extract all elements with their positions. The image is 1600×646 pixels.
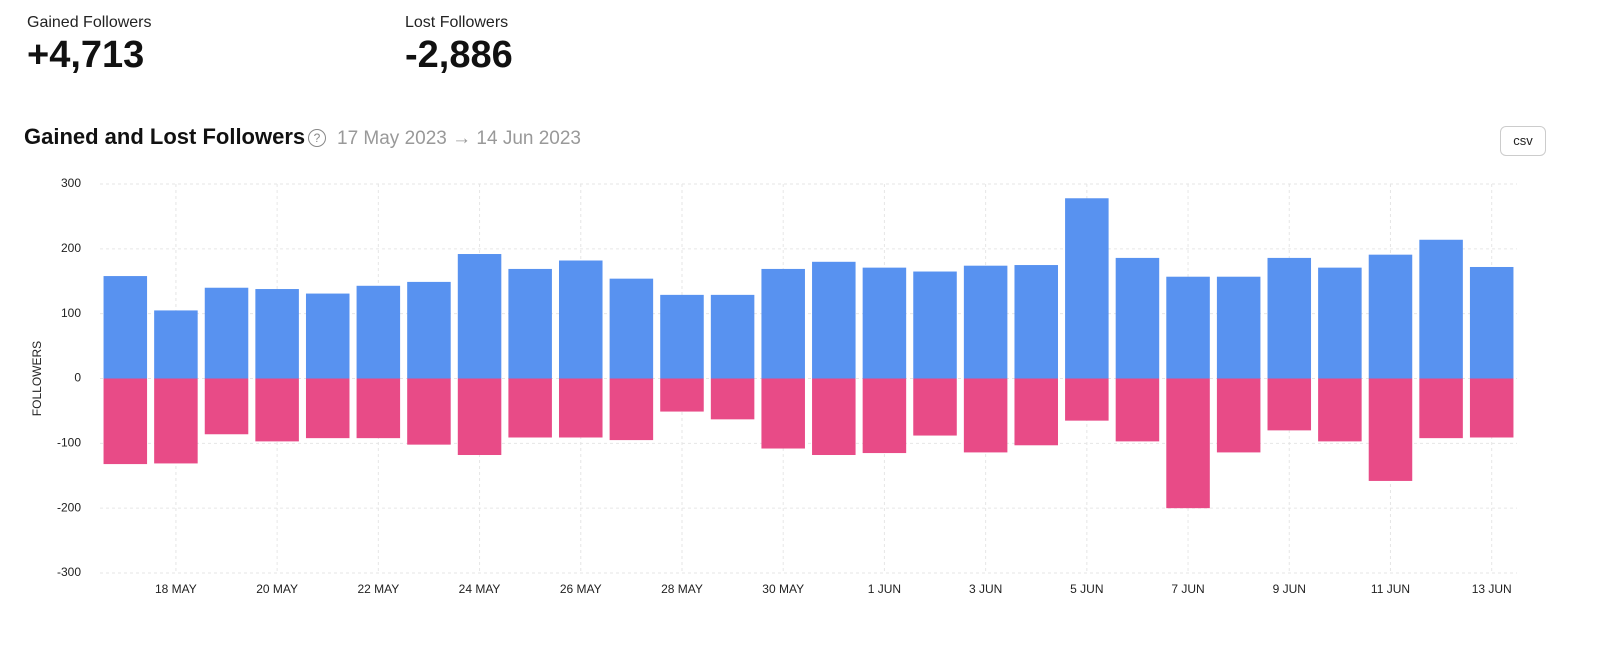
y-tick-label: 0 — [74, 371, 81, 385]
y-tick-label: 100 — [61, 306, 81, 320]
stat-label: Gained Followers — [27, 14, 152, 31]
x-tick-label: 22 MAY — [357, 582, 399, 596]
bar — [457, 254, 502, 379]
y-tick-label: -300 — [57, 565, 81, 579]
bar — [154, 378, 198, 464]
bar — [407, 281, 451, 379]
bar — [913, 378, 957, 436]
x-tick-label: 1 JUN — [868, 582, 901, 596]
y-tick-label: 300 — [61, 176, 81, 190]
bar — [963, 265, 1008, 379]
bar — [204, 378, 249, 435]
bar — [457, 378, 502, 456]
x-tick-label: 20 MAY — [256, 582, 298, 596]
help-icon[interactable]: ? — [308, 129, 326, 147]
x-tick-label: 28 MAY — [661, 582, 703, 596]
bar — [1469, 378, 1514, 438]
bar — [255, 378, 299, 442]
y-tick-label: 200 — [61, 241, 81, 255]
bar — [1166, 276, 1210, 379]
csv-button[interactable]: csv — [1500, 126, 1546, 156]
x-tick-label: 11 JUN — [1371, 582, 1410, 596]
bar — [1368, 378, 1413, 481]
bar — [761, 378, 805, 449]
date-range: 17 May 2023 → 14 Jun 2023 — [337, 128, 582, 149]
bar — [1216, 378, 1261, 453]
bar — [1065, 198, 1109, 379]
bar — [1216, 276, 1261, 379]
bar — [862, 267, 907, 379]
bar — [356, 285, 401, 379]
bar — [508, 268, 552, 379]
bar — [862, 378, 907, 454]
stat-gained: Gained Followers +4,713 — [27, 14, 152, 77]
chart-title: Gained and Lost Followers — [24, 124, 306, 149]
bar — [1267, 257, 1312, 379]
bar — [1419, 378, 1463, 439]
bar — [255, 289, 299, 379]
bar — [1318, 378, 1362, 442]
bar — [305, 378, 350, 439]
x-tick-label: 18 MAY — [155, 582, 197, 596]
bar — [1115, 378, 1160, 442]
x-tick-label: 7 JUN — [1171, 582, 1204, 596]
x-tick-label: 9 JUN — [1273, 582, 1306, 596]
bar — [710, 378, 755, 420]
y-tick-label: -200 — [57, 500, 81, 514]
stat-lost: Lost Followers -2,886 — [405, 14, 513, 77]
bar — [1267, 378, 1312, 431]
bar — [710, 294, 755, 379]
bar — [204, 287, 249, 379]
bar — [1166, 378, 1210, 509]
x-tick-label: 26 MAY — [560, 582, 602, 596]
bar — [660, 378, 704, 412]
bar — [356, 378, 401, 439]
x-tick-label: 5 JUN — [1070, 582, 1103, 596]
x-tick-label: 13 JUN — [1472, 582, 1512, 596]
bar — [305, 293, 350, 379]
bar — [1014, 378, 1058, 446]
bar — [812, 261, 856, 379]
stat-value: +4,713 — [27, 34, 145, 76]
bar — [1115, 257, 1160, 379]
bar — [660, 294, 704, 379]
x-tick-label: 30 MAY — [762, 582, 804, 596]
stat-label: Lost Followers — [405, 14, 509, 31]
bar — [609, 278, 654, 379]
x-tick-label: 3 JUN — [969, 582, 1002, 596]
bar — [154, 310, 198, 379]
bar — [559, 378, 603, 438]
bar — [812, 378, 856, 456]
bar — [1419, 239, 1463, 379]
bar — [559, 260, 603, 379]
bar — [407, 378, 451, 445]
bar — [913, 271, 957, 379]
bar — [963, 378, 1008, 453]
bar — [508, 378, 552, 438]
bar — [1014, 265, 1058, 379]
bar — [1318, 267, 1362, 379]
bar — [761, 268, 805, 379]
bar — [103, 276, 148, 379]
x-tick-label: 24 MAY — [459, 582, 501, 596]
bar — [1368, 254, 1413, 379]
stat-value: -2,886 — [405, 34, 513, 76]
bar — [103, 378, 148, 465]
bar — [609, 378, 654, 441]
bar — [1065, 378, 1109, 421]
bar — [1469, 266, 1514, 379]
y-axis-label: FOLLOWERS — [30, 341, 44, 416]
y-tick-label: -100 — [57, 436, 81, 450]
